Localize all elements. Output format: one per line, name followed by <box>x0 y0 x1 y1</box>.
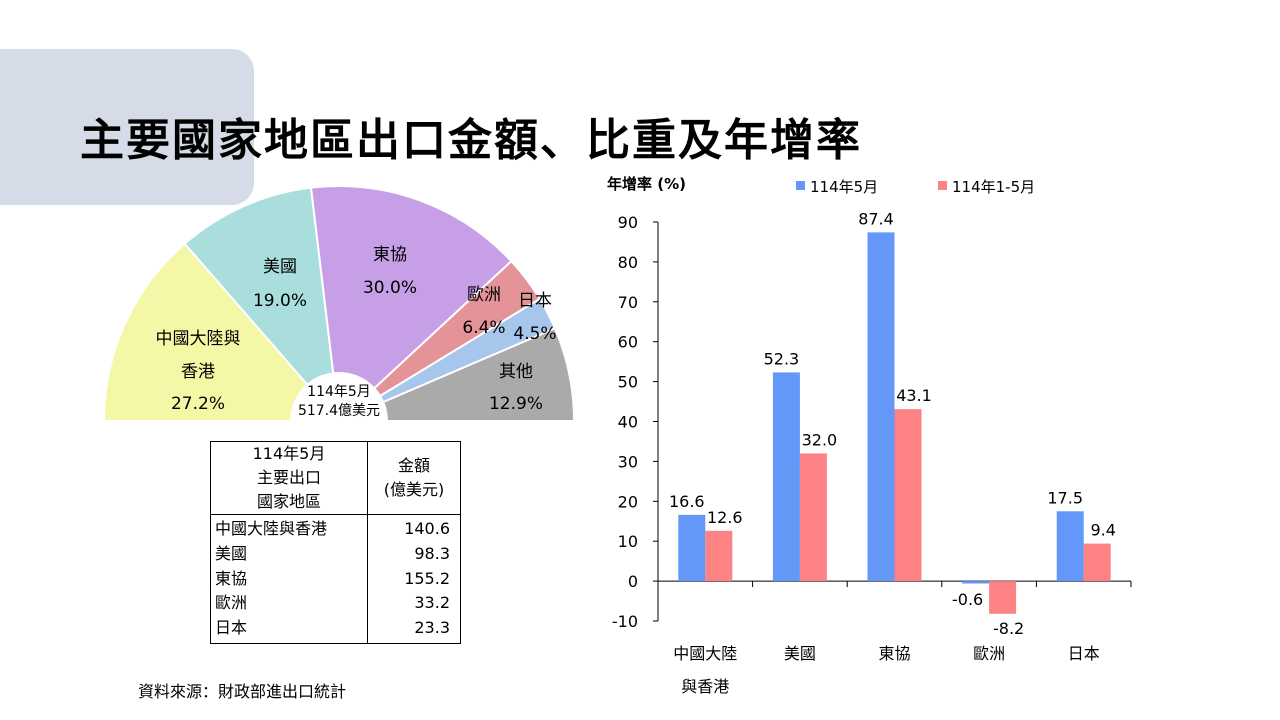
bar <box>894 409 922 582</box>
bar-data-label: 17.5 <box>1047 488 1083 507</box>
pie-slice-label: 香港 <box>181 362 215 382</box>
table-cell-amount: 98.3 <box>414 543 450 563</box>
bar <box>989 581 1017 614</box>
bar-data-label: 32.0 <box>802 430 838 449</box>
y-tick-label: 80 <box>618 253 638 272</box>
x-tick-label: 美國 <box>784 644 816 663</box>
bar <box>1083 543 1111 582</box>
bar-data-label: 43.1 <box>896 386 932 405</box>
x-tick-label: 歐洲 <box>973 644 1005 663</box>
pie-slice-label: 美國 <box>263 257 297 277</box>
bar <box>962 581 990 584</box>
pie-center-label: 517.4億美元 <box>298 403 380 419</box>
pie-slice-label: 日本 <box>518 291 552 311</box>
legend-label: 114年5月 <box>810 178 878 196</box>
bar <box>678 514 706 582</box>
bar <box>772 372 800 582</box>
amount-column: 140.6 98.3 155.2 33.2 23.3 <box>367 514 461 644</box>
bar <box>1056 511 1084 582</box>
corner-decoration <box>0 49 254 205</box>
source-note: 資料來源：財政部進出口統計 <box>138 682 347 701</box>
table-body-row: 中國大陸與香港 美國 東協 歐洲 日本 140.6 98.3 155.2 33.… <box>210 514 461 644</box>
pie-slice-percent: 30.0% <box>363 278 417 298</box>
table-cell-amount: 140.6 <box>404 519 450 538</box>
pie-slice <box>102 242 309 422</box>
pie-slice-label: 中國大陸與 <box>156 329 241 349</box>
pie-slice-percent: 12.9% <box>489 394 543 414</box>
bar-data-label: 87.4 <box>858 209 894 228</box>
page-title: 主要國家地區出口金額、比重及年增率 <box>80 115 862 166</box>
y-tick-label: 40 <box>618 413 638 432</box>
table-cell-region: 東協 <box>215 568 248 588</box>
header-line: 國家地區 <box>256 492 321 511</box>
legend-label: 114年1-5月 <box>952 178 1035 196</box>
y-axis-title: 年增率 (%) <box>607 175 686 193</box>
header-line: 114年5月 <box>252 444 326 463</box>
y-tick-label: 50 <box>618 373 638 392</box>
table-cell-amount: 33.2 <box>414 593 450 613</box>
table-header-region: 114年5月 主要出口 國家地區 <box>210 441 368 515</box>
table-cell-amount: 23.3 <box>414 618 450 638</box>
table-cell-region: 中國大陸與香港 <box>215 519 328 538</box>
y-tick-label: 20 <box>618 492 638 511</box>
y-tick-label: -10 <box>612 612 638 631</box>
pie-slice-percent: 19.0% <box>253 291 307 311</box>
x-tick-label: 東協 <box>878 644 910 663</box>
table-header-amount: 金額 (億美元) <box>367 441 461 515</box>
pie-slice <box>309 185 513 390</box>
header-line: 主要出口 <box>256 468 321 487</box>
pie-slice-percent: 4.5% <box>513 324 556 344</box>
export-amount-table: 114年5月 主要出口 國家地區 金額 (億美元) 中國大陸與香港 美國 東協 … <box>210 441 461 644</box>
y-tick-label: 60 <box>618 333 638 352</box>
x-tick-label: 與香港 <box>681 677 729 696</box>
header-line: (億美元) <box>383 480 445 499</box>
bar <box>705 530 733 582</box>
bar-data-label: 9.4 <box>1090 521 1115 540</box>
pie-slice <box>183 186 335 387</box>
y-tick-label: 10 <box>618 532 638 551</box>
table-header-row: 114年5月 主要出口 國家地區 金額 (億美元) <box>210 441 461 515</box>
table-cell-amount: 155.2 <box>404 568 450 588</box>
legend-swatch <box>796 181 805 190</box>
region-column: 中國大陸與香港 美國 東協 歐洲 日本 <box>210 514 368 644</box>
y-tick-label: 0 <box>628 572 638 591</box>
table-cell-region: 美國 <box>215 543 248 563</box>
x-tick-label: 中國大陸 <box>673 644 737 663</box>
y-tick-label: 90 <box>618 213 638 232</box>
table-cell-region: 歐洲 <box>215 593 248 613</box>
table-cell-region: 日本 <box>215 618 248 638</box>
pie-slice-label: 歐洲 <box>467 285 501 305</box>
pie-slice <box>381 327 576 422</box>
bar-data-label: -0.6 <box>952 590 983 609</box>
pie-slice-percent: 27.2% <box>171 394 225 414</box>
bar-data-label: 16.6 <box>669 492 705 511</box>
bar-data-label: 12.6 <box>707 508 743 527</box>
bar-data-label: 52.3 <box>764 349 800 368</box>
pie-slice-label: 其他 <box>499 362 533 382</box>
pie-center-label: 114年5月 <box>307 384 371 400</box>
bar <box>867 232 895 582</box>
legend-swatch <box>938 181 947 190</box>
bar <box>799 453 827 582</box>
pie-slice-label: 東協 <box>373 245 407 265</box>
y-tick-label: 70 <box>618 293 638 312</box>
header-line: 金額 <box>397 456 430 475</box>
y-tick-label: 30 <box>618 452 638 471</box>
pie-slice-percent: 6.4% <box>462 318 505 338</box>
x-tick-label: 日本 <box>1068 644 1100 663</box>
bar-data-label: -8.2 <box>993 619 1024 638</box>
